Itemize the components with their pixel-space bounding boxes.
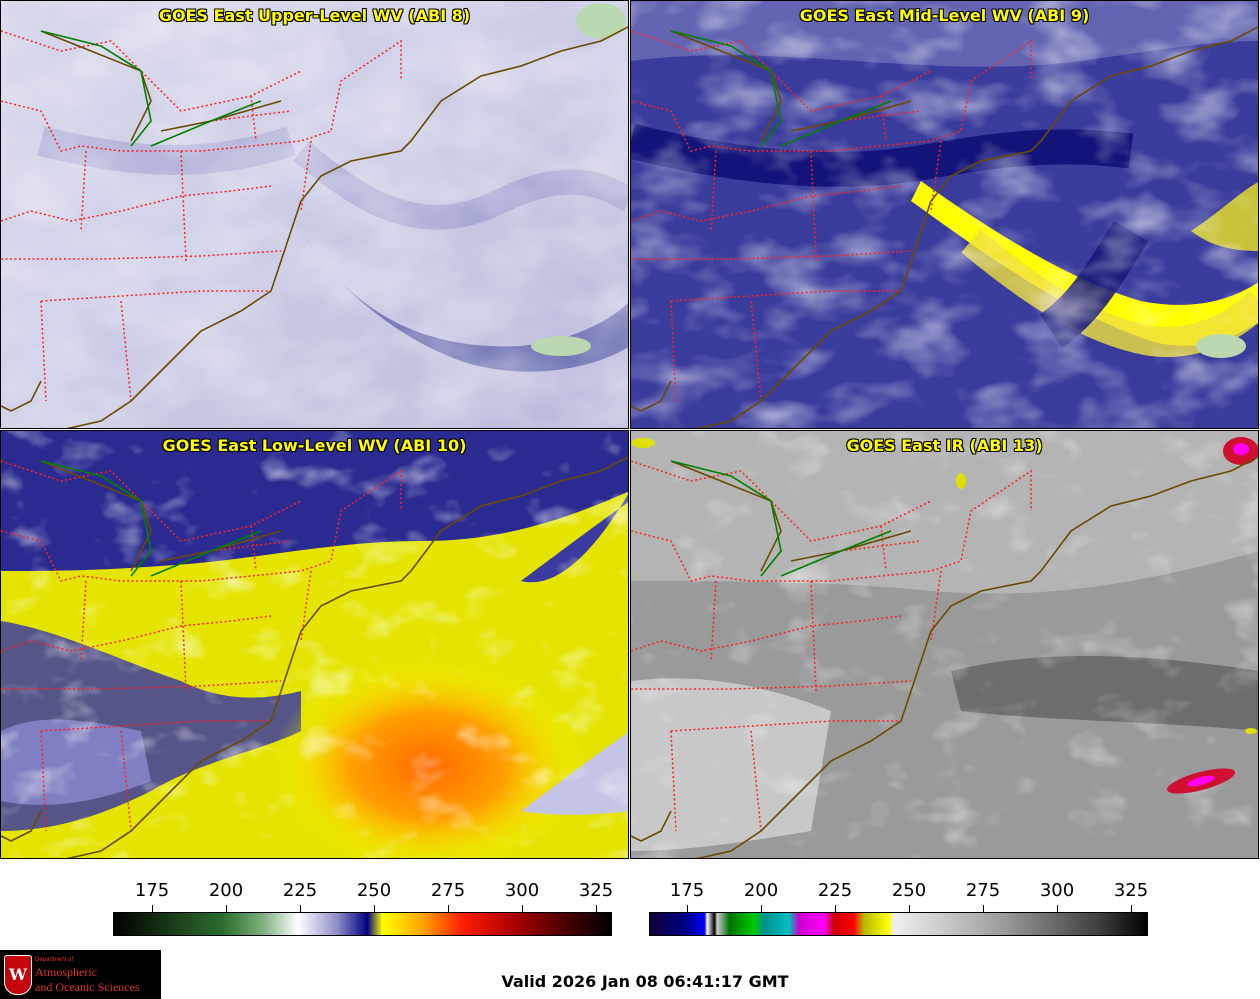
logo-dept-text: Department of	[35, 957, 74, 963]
wv-colorbar-tick	[152, 905, 153, 912]
wv-colorbar-label: 300	[504, 880, 540, 901]
ir-image	[631, 431, 1258, 858]
wv-colorbar-label: 250	[356, 880, 392, 901]
ir-colorbar-label: 325	[1113, 880, 1149, 901]
wv-colorbar-tick	[226, 905, 227, 912]
uw-crest-icon: W	[4, 955, 32, 995]
wv-colorbar-tick	[300, 905, 301, 912]
ir-colorbar-tick	[687, 905, 688, 912]
panel-mid-level-wv: GOES East Mid-Level WV (ABI 9)	[630, 0, 1259, 429]
wv-colorbar-tick	[448, 905, 449, 912]
ir-colorbar-label: 275	[965, 880, 1001, 901]
ir-colorbar-label: 250	[891, 880, 927, 901]
ir-colorbar-label: 300	[1039, 880, 1075, 901]
panel-upper-level-wv: GOES East Upper-Level WV (ABI 8)	[0, 0, 629, 429]
wv-colorbar-label: 200	[208, 880, 244, 901]
ir-colorbar-tick	[909, 905, 910, 912]
wv-colorbar-label: 225	[282, 880, 318, 901]
low-level-wv-image	[1, 431, 628, 858]
ir-colorbar	[649, 912, 1148, 936]
ir-colorbar-tick	[835, 905, 836, 912]
wv-colorbar-tick	[374, 905, 375, 912]
mid-level-wv-image	[631, 1, 1258, 428]
panel-ir: GOES East IR (ABI 13)	[630, 430, 1259, 859]
wv-colorbar-tick	[522, 905, 523, 912]
ir-colorbar-tick	[1131, 905, 1132, 912]
panel-low-level-wv: GOES East Low-Level WV (ABI 10)	[0, 430, 629, 859]
ir-colorbar-tick	[983, 905, 984, 912]
upper-level-wv-image	[1, 1, 628, 428]
wv-colorbar-label: 175	[134, 880, 170, 901]
valid-time: Valid 2026 Jan 08 06:41:17 GMT	[501, 972, 789, 991]
ir-colorbar-tick	[761, 905, 762, 912]
wv-colorbar-label: 275	[430, 880, 466, 901]
ir-colorbar-label: 200	[743, 880, 779, 901]
logo-line1: Atmospheric	[35, 965, 97, 979]
wv-colorbar-label: 325	[578, 880, 614, 901]
wv-colorbar-tick	[596, 905, 597, 912]
ir-colorbar-label: 175	[669, 880, 705, 901]
logo-line2: and Oceanic Sciences	[35, 980, 140, 994]
ir-colorbar-tick	[1057, 905, 1058, 912]
aos-logo[interactable]: W Department of Atmospheric and Oceanic …	[0, 950, 161, 999]
wv-colorbar	[113, 912, 612, 936]
ir-colorbar-label: 225	[817, 880, 853, 901]
